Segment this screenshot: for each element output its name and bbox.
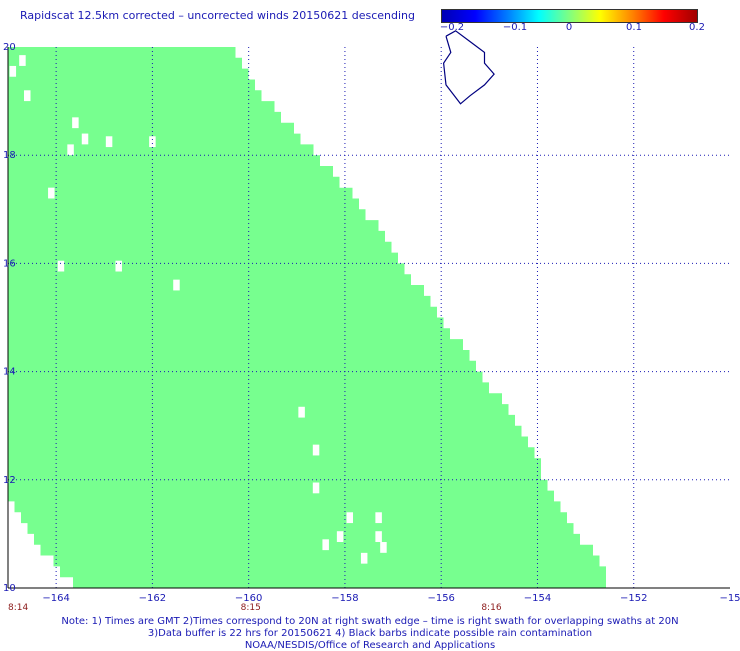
missing-cell [67, 144, 74, 156]
y-tick-label: 14 [3, 367, 16, 378]
y-tick-label: 12 [3, 475, 16, 486]
y-tick-label: 16 [3, 258, 16, 269]
missing-cell [336, 531, 344, 543]
chart-title: Rapidscat 12.5km corrected – uncorrected… [20, 9, 416, 22]
colorbar [441, 9, 698, 23]
footnote-line-3: NOAA/NESDIS/Office of Research and Appli… [244, 640, 496, 651]
coastline [442, 30, 495, 105]
missing-cell [312, 482, 320, 494]
x-tick-label: −154 [524, 593, 551, 604]
missing-cell [298, 406, 305, 418]
footnote-line-2: 3)Data buffer is 22 hrs for 20150621 4) … [147, 628, 593, 639]
y-tick-label: 18 [3, 150, 16, 161]
time-label: 8:16 [481, 603, 501, 613]
colorbar-tick: 0 [565, 22, 573, 33]
missing-cell [346, 512, 353, 524]
missing-cell [57, 260, 65, 272]
x-tick-label: −152 [620, 593, 647, 604]
colorbar-tick: 0.1 [626, 22, 642, 33]
missing-cell [322, 539, 329, 551]
colorbar-tick: 0.2 [689, 22, 705, 33]
missing-cell [173, 279, 180, 291]
y-tick-label: 20 [3, 42, 16, 53]
missing-cell [48, 187, 55, 199]
missing-cell [375, 512, 382, 524]
missing-cell [19, 55, 26, 66]
x-tick-label: −160 [235, 593, 262, 604]
missing-cell [105, 136, 113, 148]
missing-cell [81, 133, 89, 145]
missing-cell [115, 260, 122, 272]
missing-cell [24, 90, 31, 102]
footnote-line-1: Note: 1) Times are GMT 2)Times correspon… [61, 616, 679, 627]
colorbar-tick: −0.1 [502, 22, 528, 33]
x-tick-label: −158 [331, 593, 358, 604]
missing-cell [360, 552, 368, 564]
x-tick-label: −15 [719, 593, 740, 604]
colorbar-tick: −0.2 [439, 22, 465, 33]
missing-cell [312, 444, 320, 456]
missing-cell [380, 542, 387, 553]
swath-area [8, 47, 606, 588]
y-tick-label: 10 [3, 583, 16, 594]
missing-cell [149, 136, 156, 148]
missing-cell [9, 65, 17, 77]
missing-cell [375, 531, 382, 543]
time-label: 8:14 [8, 603, 28, 613]
time-label: 8:15 [241, 603, 261, 613]
x-tick-label: −162 [139, 593, 166, 604]
missing-cell [72, 117, 79, 129]
x-tick-label: −164 [42, 593, 69, 604]
x-tick-label: −156 [427, 593, 454, 604]
